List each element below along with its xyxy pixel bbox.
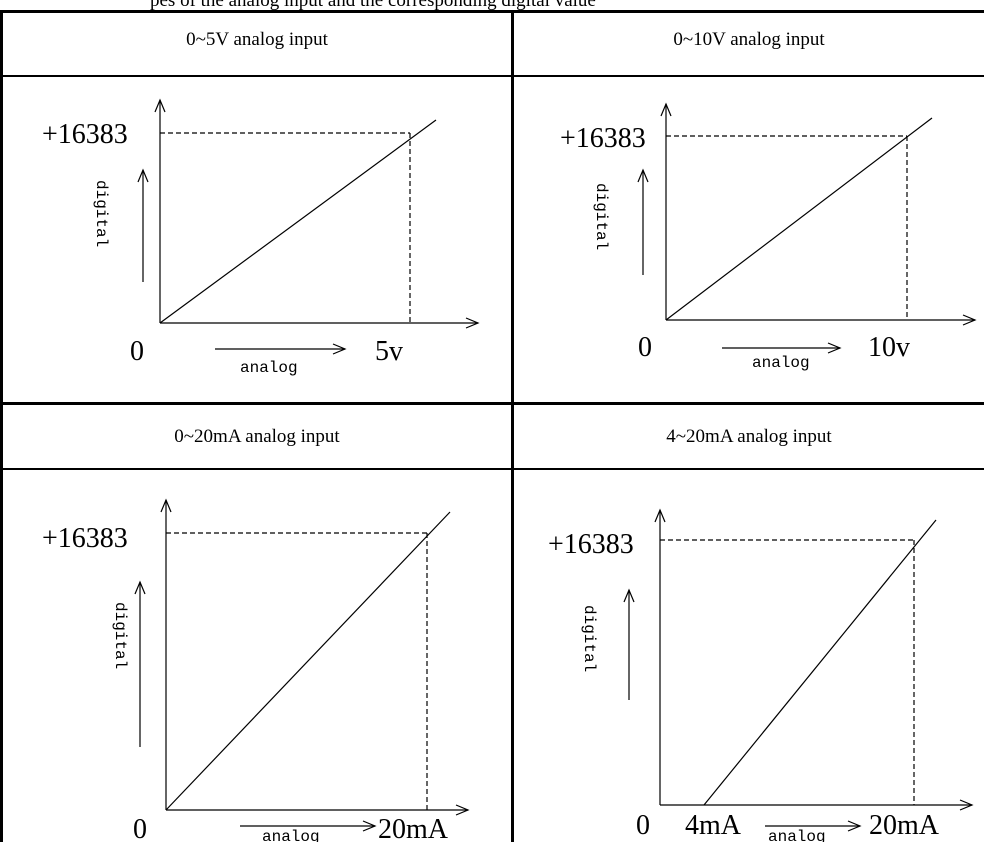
y-axis-label: digital (592, 183, 610, 250)
y-axis-label: digital (580, 605, 598, 672)
x-axis-label: analog (240, 359, 298, 377)
panel-title-0-20ma: 0~20mA analog input (174, 426, 340, 447)
border-left (0, 10, 3, 842)
x-end-label: 20mA (869, 810, 940, 841)
x-end-label: 10v (868, 332, 910, 363)
intro-text: pes of the analog input and the correspo… (150, 0, 596, 11)
panel-title-4-20ma: 4~20mA analog input (666, 426, 832, 447)
origin-label: 0 (130, 336, 144, 367)
panel-title-0-10v: 0~10V analog input (673, 29, 825, 50)
x-end-label: 5v (375, 336, 403, 367)
x-end-label: 20mA (378, 814, 449, 842)
x-axis-label: analog (752, 354, 810, 372)
origin-label: 0 (636, 810, 650, 841)
x-axis-label: analog (262, 828, 320, 842)
panel-title-0-5v: 0~5V analog input (186, 29, 328, 50)
y-axis-label: digital (92, 180, 110, 247)
origin-label: 0 (638, 332, 652, 363)
row-divider-1 (0, 75, 984, 77)
x-axis-label: analog (768, 828, 826, 842)
full-scale-label: +16383 (560, 123, 646, 154)
border-middle (511, 10, 514, 842)
origin-label: 0 (133, 814, 147, 842)
full-scale-label: +16383 (42, 523, 128, 554)
y-axis-label: digital (111, 602, 129, 669)
row-divider-3 (0, 468, 984, 470)
row-divider-2 (0, 402, 984, 405)
full-scale-label: +16383 (42, 119, 128, 150)
border-top (0, 10, 984, 13)
full-scale-label: +16383 (548, 529, 634, 560)
x-start-label: 4mA (685, 810, 742, 841)
